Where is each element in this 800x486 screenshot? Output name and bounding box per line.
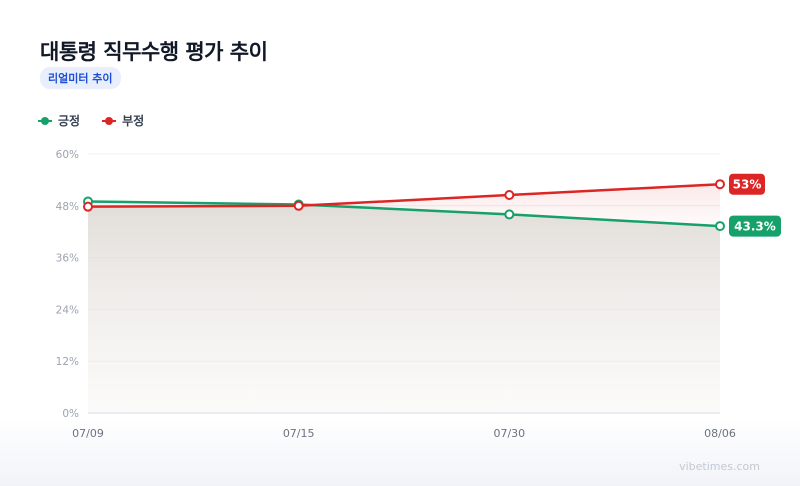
y-tick-label: 24% — [56, 304, 79, 316]
end-label-positive-bg — [729, 215, 781, 237]
y-tick-label: 48% — [56, 201, 79, 213]
y-tick-label: 12% — [56, 356, 79, 368]
base-area — [88, 205, 720, 413]
data-point-negative[interactable] — [504, 190, 515, 201]
data-point-negative[interactable] — [293, 200, 304, 211]
source-badge: 리얼미터 추이 — [40, 67, 121, 89]
x-tick-label: 07/15 — [283, 427, 315, 440]
legend-item-negative: 부정 — [102, 112, 144, 129]
chart-title: 대통령 직무수행 평가 추이 — [40, 40, 268, 64]
legend: 긍정 부정 — [38, 112, 144, 129]
legend-label-negative: 부정 — [122, 114, 145, 128]
data-point-negative[interactable] — [83, 201, 93, 212]
series-line-positive — [87, 200, 721, 228]
x-tick-label: 08/06 — [704, 427, 736, 440]
y-tick-label: 0% — [62, 408, 79, 420]
gap-area — [88, 184, 720, 227]
legend-swatch-negative — [102, 115, 117, 127]
y-tick-label: 36% — [56, 253, 79, 265]
end-label-positive: 43.3% — [734, 220, 776, 234]
end-label-negative-bg — [729, 173, 765, 195]
x-tick-label: 07/09 — [72, 427, 104, 440]
series-line-negative — [87, 182, 721, 208]
y-tick-label: 60% — [56, 149, 79, 161]
x-tick-label: 07/30 — [493, 427, 525, 440]
data-point-negative[interactable] — [715, 179, 725, 190]
watermark: vibetimes.com — [679, 460, 760, 473]
end-label-negative: 53% — [733, 178, 762, 192]
legend-item-positive: 긍정 — [38, 112, 80, 129]
data-point-positive[interactable] — [715, 221, 725, 232]
legend-label-positive: 긍정 — [58, 114, 81, 128]
data-point-positive[interactable] — [504, 209, 515, 220]
legend-swatch-positive — [38, 115, 52, 127]
